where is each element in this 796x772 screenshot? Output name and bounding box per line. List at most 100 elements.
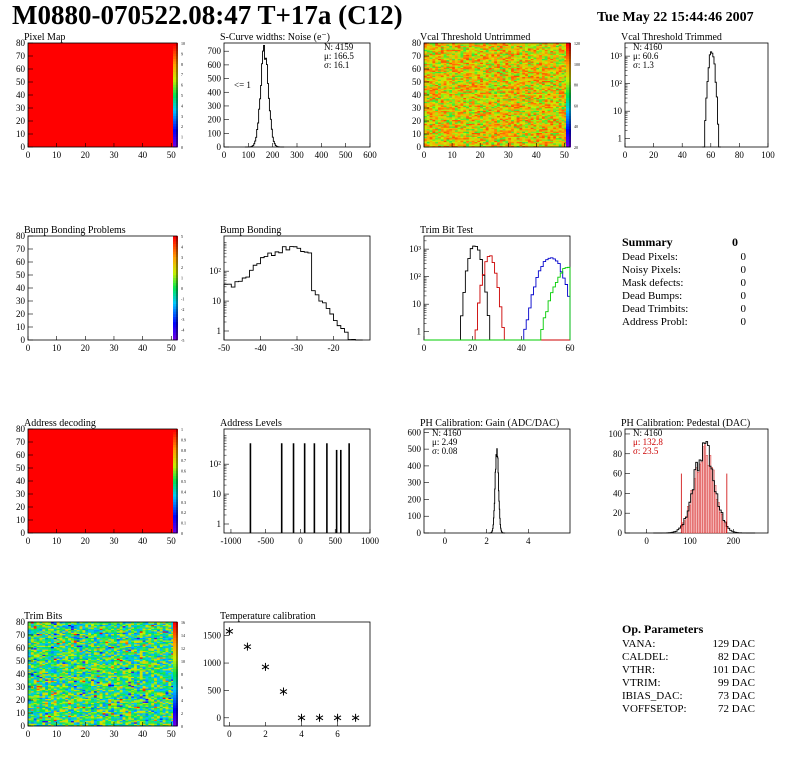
heatmap-cell — [446, 130, 450, 132]
heatmap-cell — [513, 78, 517, 80]
heatmap-cell — [536, 130, 540, 132]
heatmap-cell — [471, 127, 475, 130]
palette-bar-segment — [566, 118, 571, 122]
heatmap-cell — [30, 633, 35, 636]
heatmap-cell — [452, 78, 456, 80]
palette-tick-label: 10 — [181, 41, 185, 46]
heatmap-cell — [429, 96, 433, 98]
histogram-line — [488, 448, 506, 534]
heatmap-cell — [530, 50, 534, 53]
heatmap-cell — [424, 98, 428, 101]
heatmap-cell — [429, 58, 433, 61]
heatmap-cell — [555, 121, 560, 123]
heatmap-cell — [519, 100, 523, 102]
heatmap-cell — [30, 658, 35, 660]
heatmap-cell — [466, 98, 470, 101]
heatmap-cell — [561, 67, 565, 70]
heatmap-cell — [564, 135, 568, 137]
palette-bar-segment — [566, 131, 571, 135]
heatmap-cell — [494, 58, 498, 61]
heatmap-cell — [480, 78, 484, 80]
heatmap-cell — [446, 88, 450, 91]
heatmap-cell — [544, 123, 548, 126]
palette-tick-label: 0 — [181, 145, 183, 150]
heatmap-cell — [564, 118, 568, 120]
heatmap-cell — [491, 63, 495, 66]
heatmap-cell — [513, 83, 517, 85]
heatmap-cell — [457, 114, 461, 117]
heatmap-cell — [494, 131, 498, 133]
heatmap-cell — [443, 61, 447, 63]
heatmap-cell — [429, 59, 433, 62]
heatmap-cell — [491, 61, 495, 63]
y-tick-label: 60 — [16, 450, 26, 460]
heatmap-cell — [561, 89, 565, 92]
palette-bar-segment — [173, 131, 178, 135]
heatmap-cell — [494, 96, 498, 98]
heatmap-cell — [558, 97, 562, 100]
heatmap-cell — [426, 122, 430, 124]
heatmap-cell — [474, 135, 478, 137]
heatmap-cell — [491, 109, 495, 111]
heatmap-cell — [525, 126, 529, 128]
heatmap-cell — [454, 135, 458, 137]
heatmap-cell — [480, 67, 484, 70]
heatmap-cell — [471, 83, 475, 85]
heatmap-cell — [457, 128, 461, 131]
heatmap-cell — [452, 123, 456, 126]
palette-bar-segment — [566, 141, 571, 145]
heatmap-cell — [449, 62, 453, 65]
heatmap-cell — [558, 145, 562, 148]
heatmap-cell — [491, 100, 495, 102]
heatmap-cell — [488, 109, 492, 111]
x-tick-label: 30 — [109, 536, 119, 546]
heatmap-cell — [457, 78, 461, 80]
heatmap-cell — [463, 123, 467, 126]
heatmap-cell — [558, 128, 562, 131]
heatmap-cell — [561, 92, 565, 94]
heatmap-cell — [440, 48, 444, 50]
heatmap-cell — [28, 670, 32, 672]
heatmap-cell — [28, 698, 32, 701]
heatmap-cell — [482, 119, 487, 122]
heatmap-cell — [449, 89, 453, 92]
palette-bar-segment — [173, 308, 178, 312]
heatmap-cell — [426, 69, 430, 71]
y-tick-label: 500 — [208, 74, 222, 84]
palette-bar-segment — [173, 71, 178, 75]
heatmap-cell — [438, 79, 442, 81]
heatmap-cell — [497, 59, 501, 62]
heatmap-cell — [502, 58, 506, 61]
heatmap-cell — [452, 124, 456, 127]
palette-bar-segment — [566, 79, 571, 83]
heatmap-cell — [516, 122, 520, 124]
heatmap-cell — [454, 59, 458, 62]
heatmap-cell — [541, 70, 546, 72]
heatmap-cell — [527, 143, 531, 145]
heatmap-cell — [525, 117, 529, 119]
heatmap-cell — [435, 82, 439, 84]
heatmap-cell — [561, 54, 565, 57]
heatmap-cell — [522, 104, 526, 106]
heatmap-cell — [457, 75, 461, 78]
heatmap-cell — [544, 122, 548, 124]
heatmap-cell — [511, 82, 515, 84]
heatmap-cell — [555, 113, 560, 115]
heatmap-cell — [519, 50, 523, 53]
heatmap-cell — [438, 140, 442, 143]
heatmap-cell — [488, 69, 492, 71]
heatmap-cell — [511, 79, 515, 81]
heatmap-cell — [533, 78, 537, 80]
palette-bar-segment — [173, 468, 178, 471]
palette-bar-segment — [566, 69, 571, 72]
heatmap-cell — [522, 144, 526, 146]
heatmap-cell — [561, 109, 565, 111]
heatmap-cell — [432, 45, 436, 48]
heatmap-cell — [28, 662, 32, 664]
heatmap-cell — [466, 130, 470, 132]
heatmap-cell — [463, 46, 467, 49]
heatmap-cell — [533, 88, 537, 91]
heatmap-cell — [449, 69, 453, 71]
heatmap-cell — [561, 78, 565, 80]
heatmap-cell — [30, 631, 35, 633]
